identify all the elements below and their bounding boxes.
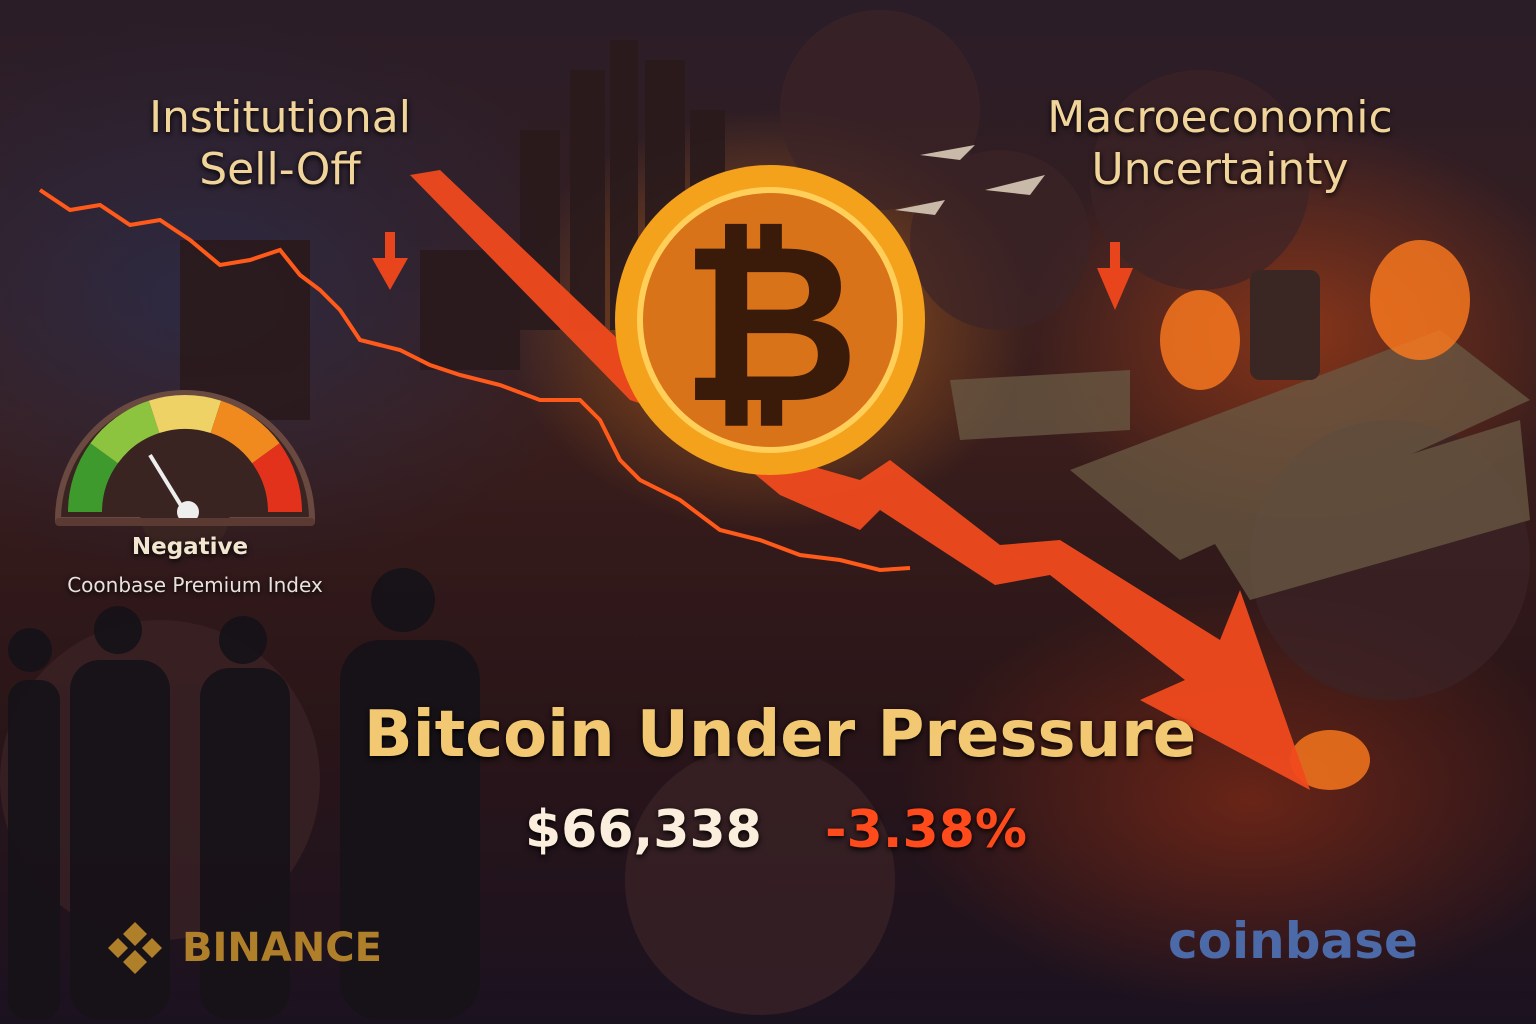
binance-diamond-icon <box>108 922 162 974</box>
headline-line: Uncertainty <box>1091 144 1349 195</box>
gauge-label: Coonbase Premium Index <box>67 573 323 597</box>
gauge-segment <box>90 400 160 464</box>
silhouettes <box>8 568 480 1020</box>
binance-logo: BINANCE <box>100 918 382 978</box>
headline-line: Institutional <box>149 92 411 143</box>
headline-institutional-selloff: Institutional Sell-Off <box>110 92 450 196</box>
gauge-segment <box>210 400 280 464</box>
fire <box>1160 240 1470 790</box>
btc-price: $66,338 <box>525 800 762 860</box>
down-arrow-icon <box>372 232 1133 310</box>
falling-arrow <box>410 170 1310 790</box>
svg-text:₿: ₿ <box>680 196 859 452</box>
gauge-segment <box>68 443 119 513</box>
jets <box>895 145 1045 215</box>
bitcoin-coin: ₿ <box>615 165 925 475</box>
oil-barrel <box>1250 270 1320 380</box>
gauge-status: Negative <box>131 534 249 560</box>
dollar-bills <box>950 330 1530 600</box>
headline-macro-uncertainty: Macroeconomic Uncertainty <box>1010 92 1430 196</box>
gauge-segment <box>148 395 222 434</box>
coinbase-logo: coinbase <box>1168 912 1418 970</box>
headline-line: Macroeconomic <box>1047 92 1393 143</box>
gauge-segment <box>251 443 302 513</box>
price-chart-line <box>38 188 911 573</box>
gauge <box>54 390 316 557</box>
binance-wordmark: BINANCE <box>182 925 382 971</box>
headline-line: Sell-Off <box>199 144 361 195</box>
main-title: Bitcoin Under Pressure <box>363 698 1197 772</box>
price-change: -3.38% <box>825 800 1027 860</box>
